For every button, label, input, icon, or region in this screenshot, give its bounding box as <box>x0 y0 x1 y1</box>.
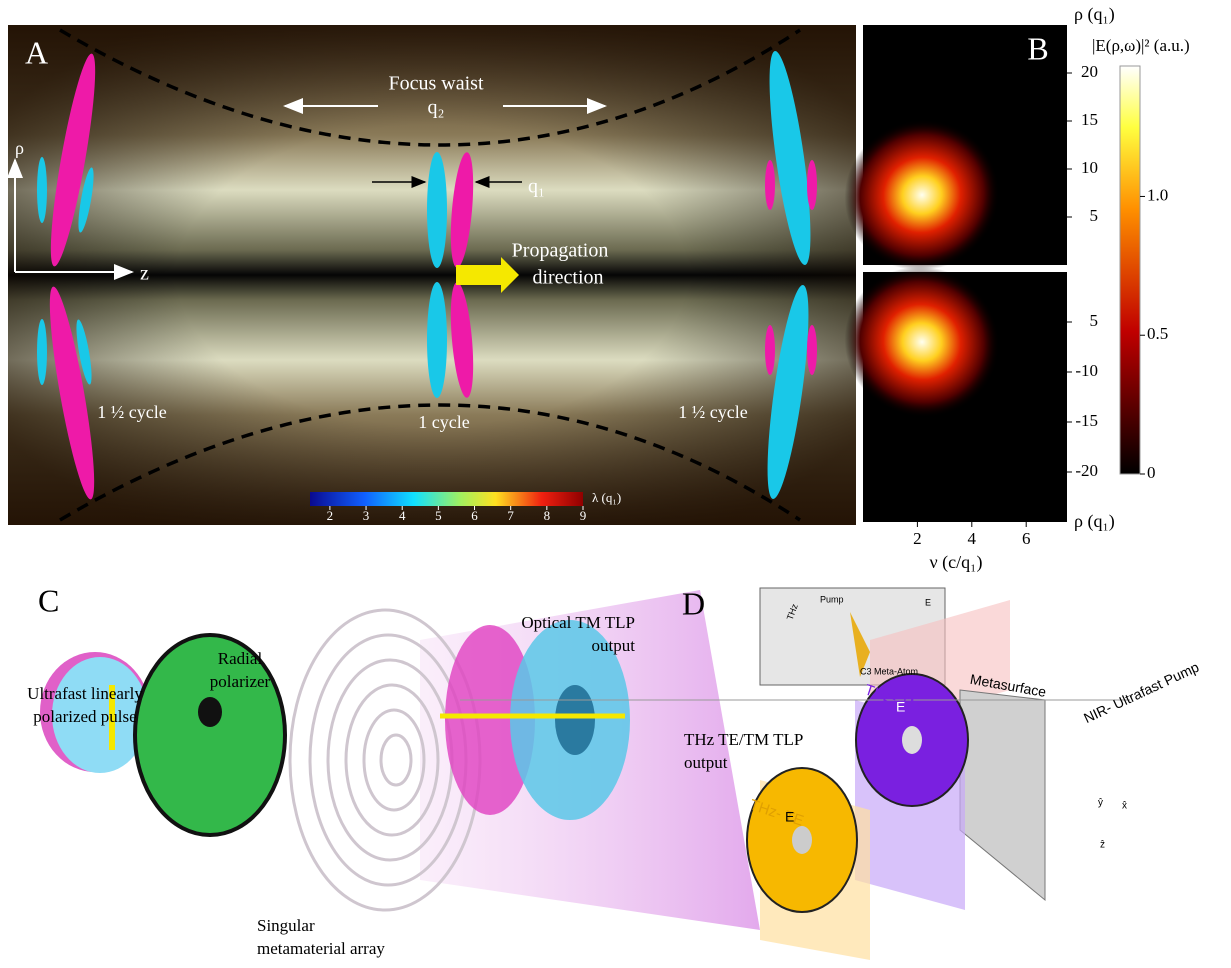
axis-label: ẑ <box>1100 840 1105 851</box>
annotation: 1 ½ cycle <box>678 402 747 422</box>
caption: polarized pulse <box>33 707 136 726</box>
inset-label: Pump <box>820 594 844 604</box>
colorbar-tick-label: 0 <box>1147 463 1156 482</box>
axis-label: ρ (q₁) <box>1074 511 1115 532</box>
axis-label: ρ (q₁) <box>1074 4 1115 25</box>
annotation: q₂ <box>428 97 445 119</box>
caption: Singular <box>257 916 315 935</box>
caption: output <box>592 636 636 655</box>
figure: A ρ z Focus waist q₂ q₁ Propagation dire… <box>0 0 1231 968</box>
shape <box>381 735 411 785</box>
y-tick-label: -10 <box>1075 361 1098 380</box>
annotation: q₁ <box>528 176 545 198</box>
tick-label: 5 <box>435 508 442 523</box>
radial-polarizer <box>135 635 285 835</box>
x-tick-label: 4 <box>968 529 977 548</box>
y-tick-label: 5 <box>1090 311 1099 330</box>
shape <box>364 710 424 810</box>
annotation: Propagation <box>512 240 609 262</box>
annotation: direction <box>532 267 603 289</box>
panel-label: C <box>38 582 59 618</box>
tick-label: 8 <box>544 508 551 523</box>
y-tick-label: 10 <box>1081 158 1098 177</box>
caption: NIR- Ultrafast Pump <box>1081 659 1201 727</box>
x-tick-label: 2 <box>913 529 922 548</box>
caption: polarizer <box>210 672 271 691</box>
y-tick-label: 15 <box>1081 110 1098 129</box>
tick-label: 7 <box>507 508 514 523</box>
tick-label: 6 <box>471 508 478 523</box>
axis-label: z <box>140 263 149 285</box>
inset-label: C3 Meta-Atom <box>860 666 918 676</box>
colorbar-tick-label: 0.5 <box>1147 324 1168 343</box>
panel-label: A <box>25 34 48 70</box>
caption: output <box>684 753 728 772</box>
disk-hole <box>902 726 922 754</box>
colorbar-label: λ (q₁) <box>592 490 621 505</box>
axis-label: x̂ <box>1122 800 1127 812</box>
axis-label: ν (c/q₁) <box>930 552 983 573</box>
tick-label: 3 <box>363 508 370 523</box>
shape <box>37 157 47 223</box>
panel-label: B <box>1027 30 1048 66</box>
shape <box>807 325 817 375</box>
shape <box>427 152 447 268</box>
shape <box>427 282 447 398</box>
colorbar-tick-label: 1.0 <box>1147 185 1168 204</box>
tick-label: 9 <box>580 508 587 523</box>
caption: metamaterial array <box>257 939 385 958</box>
caption: Ultrafast linearly <box>27 684 143 703</box>
y-tick-label: -15 <box>1075 411 1098 430</box>
wavelength-colorbar <box>310 492 583 506</box>
shape <box>765 160 775 210</box>
colorbar-label: |E(ρ,ω)|² (a.u.) <box>1092 36 1190 55</box>
annotation: 1 cycle <box>418 412 469 432</box>
x-tick-label: 6 <box>1022 529 1031 548</box>
shape <box>807 160 817 210</box>
shape <box>37 319 47 385</box>
y-tick-label: 5 <box>1090 206 1099 225</box>
caption: Radial <box>218 649 263 668</box>
annotation: Focus waist <box>389 73 484 95</box>
disk-hole <box>792 826 812 854</box>
axis-label: ŷ <box>1098 798 1103 809</box>
axis-label: ρ <box>15 138 24 158</box>
polarizer-center <box>198 697 222 727</box>
torus-hole <box>555 685 595 755</box>
tick-label: 2 <box>327 508 334 523</box>
intensity-colorbar <box>1120 66 1140 474</box>
caption: THz TE/TM TLP <box>684 730 803 749</box>
field-label: E <box>785 809 794 825</box>
metasurface <box>960 690 1045 900</box>
shape <box>765 325 775 375</box>
panel-label: D <box>682 585 705 621</box>
y-tick-label: -20 <box>1075 461 1098 480</box>
tick-label: 4 <box>399 508 406 523</box>
y-tick-label: 20 <box>1081 62 1098 81</box>
inset-label: E <box>925 597 931 607</box>
field-label: E <box>896 699 905 715</box>
annotation: 1 ½ cycle <box>97 402 166 422</box>
caption: Optical TM TLP <box>521 613 635 632</box>
